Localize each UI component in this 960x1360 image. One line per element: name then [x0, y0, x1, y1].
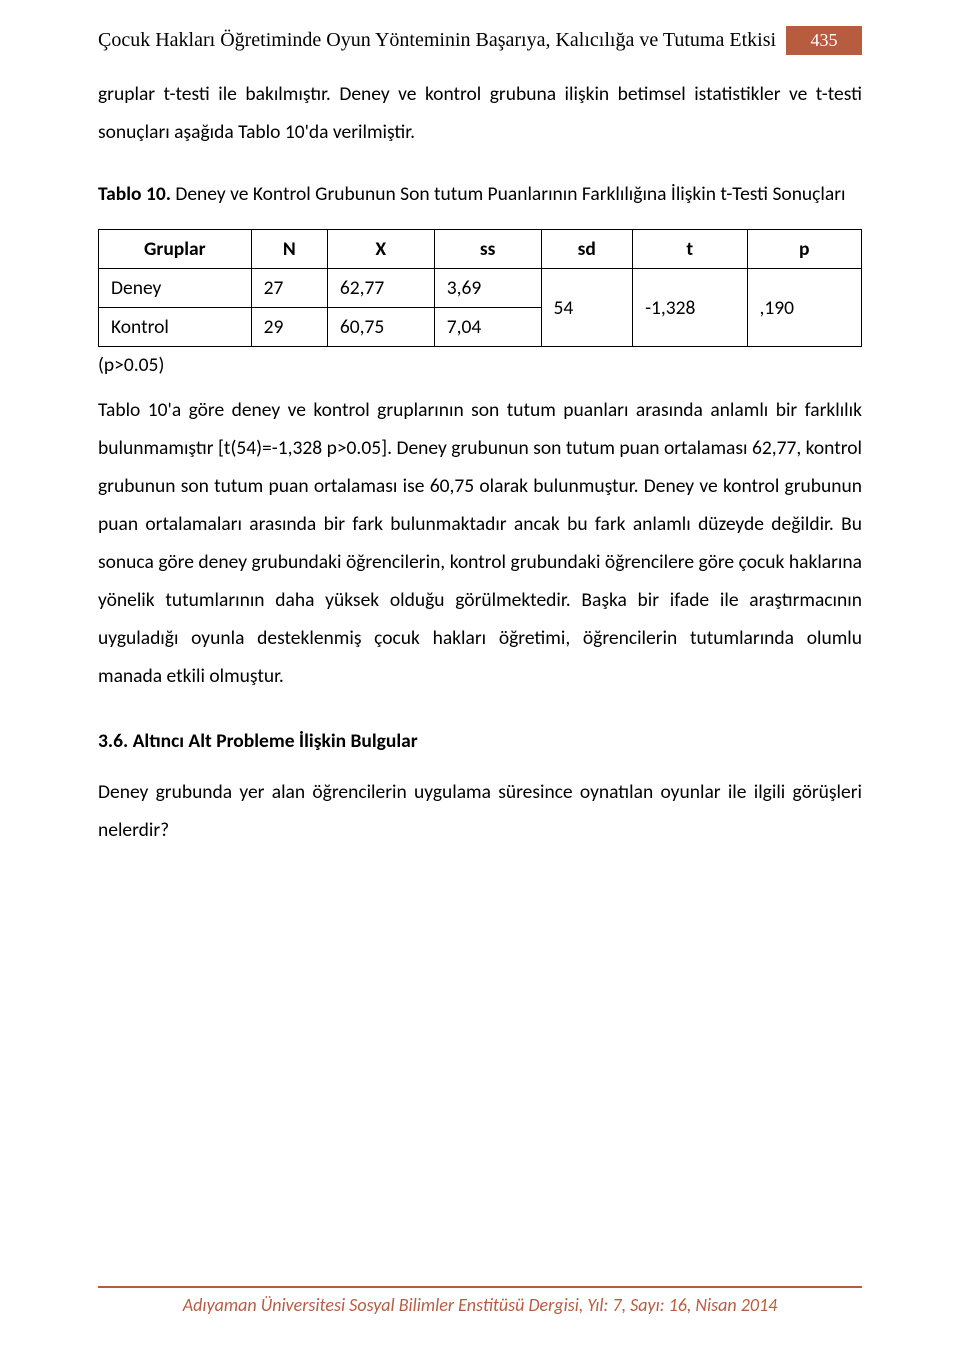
stats-table: Gruplar N X ss sd t p Deney 27 62,77 3,6…	[98, 229, 862, 347]
cell-t: -1,328	[633, 269, 747, 347]
table-row: Deney 27 62,77 3,69 54 -1,328 ,190	[99, 269, 862, 308]
col-t: t	[633, 230, 747, 269]
cell-x: 62,77	[327, 269, 434, 308]
col-p: p	[747, 230, 862, 269]
paragraph-question: Deney grubunda yer alan öğrencilerin uyg…	[98, 773, 862, 849]
cell-sd: 54	[541, 269, 633, 347]
cell-x: 60,75	[327, 308, 434, 347]
cell-group: Deney	[99, 269, 252, 308]
col-sd: sd	[541, 230, 633, 269]
col-gruplar: Gruplar	[99, 230, 252, 269]
p-note: (p>0.05)	[98, 353, 862, 377]
footer-rule	[98, 1286, 862, 1288]
cell-group: Kontrol	[99, 308, 252, 347]
header-row: Çocuk Hakları Öğretiminde Oyun Yöntemini…	[98, 26, 862, 55]
page-number-badge: 435	[786, 26, 862, 55]
table-caption-prefix: Tablo 10.	[98, 182, 171, 206]
paragraph-analysis: Tablo 10'a göre deney ve kontrol gruplar…	[98, 391, 862, 695]
paragraph-intro: gruplar t-testi ile bakılmıştır. Deney v…	[98, 75, 862, 151]
subheading: 3.6. Altıncı Alt Probleme İlişkin Bulgul…	[98, 729, 862, 753]
col-ss: ss	[434, 230, 541, 269]
footer: Adıyaman Üniversitesi Sosyal Bilimler En…	[98, 1286, 862, 1316]
cell-n: 27	[251, 269, 327, 308]
table-header-row: Gruplar N X ss sd t p	[99, 230, 862, 269]
col-x: X	[327, 230, 434, 269]
col-n: N	[251, 230, 327, 269]
cell-p: ,190	[747, 269, 862, 347]
cell-ss: 3,69	[434, 269, 541, 308]
table-caption-rest: Deney ve Kontrol Grubunun Son tutum Puan…	[171, 182, 846, 206]
cell-ss: 7,04	[434, 308, 541, 347]
cell-n: 29	[251, 308, 327, 347]
table-caption: Tablo 10. Deney ve Kontrol Grubunun Son …	[98, 175, 862, 213]
footer-text: Adıyaman Üniversitesi Sosyal Bilimler En…	[98, 1294, 862, 1316]
page: Çocuk Hakları Öğretiminde Oyun Yöntemini…	[0, 0, 960, 1360]
running-title: Çocuk Hakları Öğretiminde Oyun Yöntemini…	[98, 29, 776, 52]
